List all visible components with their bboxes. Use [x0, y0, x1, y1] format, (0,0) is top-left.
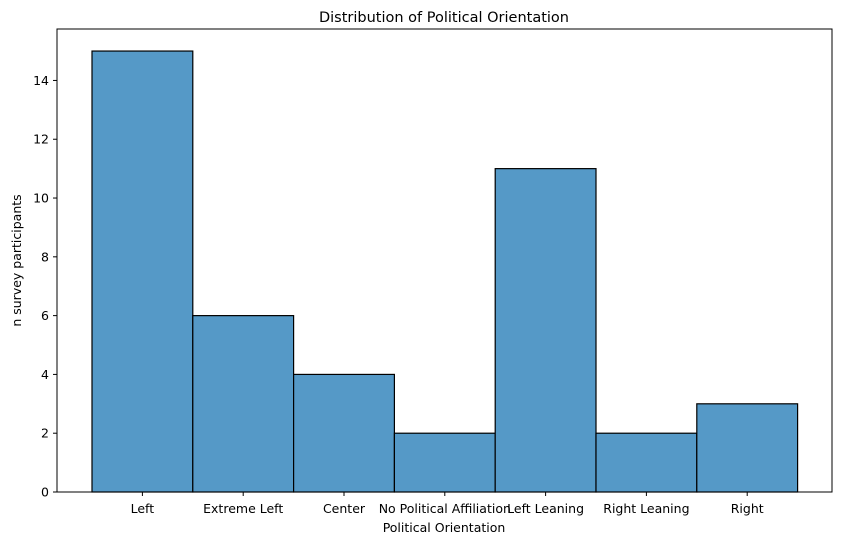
- bar: [293, 373, 396, 493]
- y-tick-label: 6: [41, 308, 49, 323]
- x-tick-label: Extreme Left: [203, 501, 283, 516]
- y-tick-label: 4: [41, 367, 49, 382]
- bar: [696, 403, 799, 493]
- y-tick-label: 8: [41, 249, 49, 264]
- x-tick-label: Center: [323, 501, 366, 516]
- x-tick-label: Left: [131, 501, 155, 516]
- bars: [91, 50, 799, 493]
- x-tick-label: No Political Affiliation: [379, 501, 511, 516]
- y-tick-label: 14: [33, 73, 49, 88]
- x-axis-label: Political Orientation: [383, 520, 506, 535]
- y-tick-label: 12: [33, 132, 49, 147]
- plot-area: 0 2 4 6 8 10 12 14 Left Extreme Left Center No Pol…: [33, 28, 833, 516]
- chart-title: Distribution of Political Orientation: [319, 10, 569, 26]
- bar: [91, 50, 194, 493]
- y-tick-label: 2: [41, 426, 49, 441]
- y-tick-label: 0: [41, 485, 49, 500]
- y-axis-label: n survey participants: [9, 194, 24, 326]
- bar: [595, 432, 698, 493]
- y-tick-label: 10: [33, 191, 49, 206]
- bar: [494, 168, 597, 493]
- bar: [393, 432, 496, 493]
- bar: [192, 315, 295, 493]
- x-axis: Left Extreme Left Center No Political Affil…: [131, 492, 764, 516]
- x-tick-label: Left Leaning: [507, 501, 584, 516]
- x-tick-label: Right Leaning: [603, 501, 689, 516]
- y-axis: 0 2 4 6 8 10 12 14: [33, 73, 57, 500]
- x-tick-label: Right: [731, 501, 764, 516]
